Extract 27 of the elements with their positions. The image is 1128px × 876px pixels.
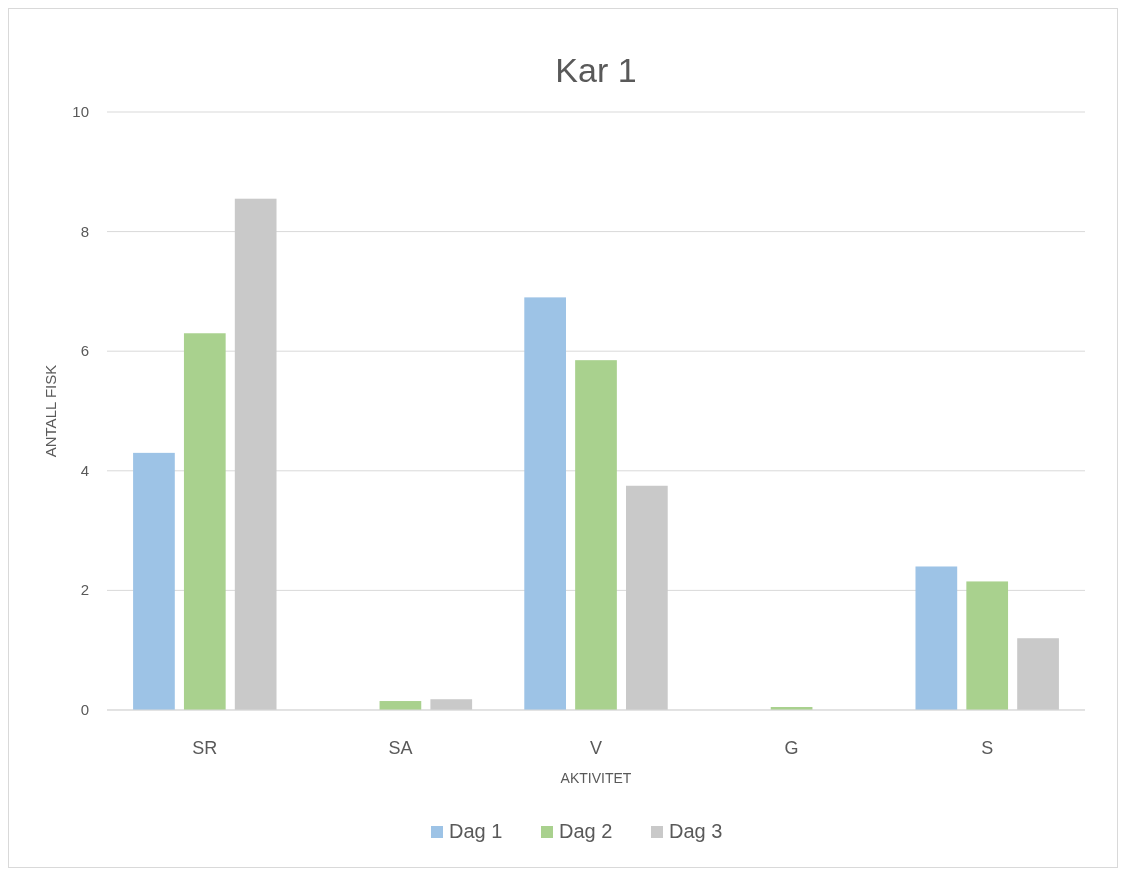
bar <box>430 699 473 710</box>
legend-label: Dag 2 <box>559 820 613 842</box>
bar <box>626 485 668 710</box>
bar <box>915 566 958 710</box>
bar <box>966 581 1009 710</box>
bar <box>234 198 277 710</box>
x-tick-label: V <box>589 738 603 758</box>
y-tick-label: 6 <box>80 342 89 360</box>
x-tick-label: G <box>784 738 799 758</box>
bar <box>524 297 566 710</box>
bar <box>1017 638 1059 710</box>
bar <box>183 333 226 710</box>
x-tick-label: S <box>981 738 994 758</box>
x-axis-title: AKTIVITET <box>560 770 632 786</box>
bar <box>133 452 175 710</box>
legend-label: Dag 1 <box>449 820 503 842</box>
chart-title: Kar 1 <box>555 51 637 89</box>
x-tick-label: SR <box>192 738 218 758</box>
bar <box>575 360 617 710</box>
y-tick-label: 8 <box>80 222 89 240</box>
y-axis-title: ANTALL FISK <box>42 364 59 458</box>
x-tick-label: SA <box>388 738 413 758</box>
legend-label: Dag 3 <box>669 820 723 842</box>
y-tick-label: 4 <box>80 461 89 479</box>
y-tick-label: 10 <box>72 103 89 120</box>
y-tick-label: 0 <box>80 701 89 718</box>
y-tick-label: 2 <box>80 581 89 599</box>
